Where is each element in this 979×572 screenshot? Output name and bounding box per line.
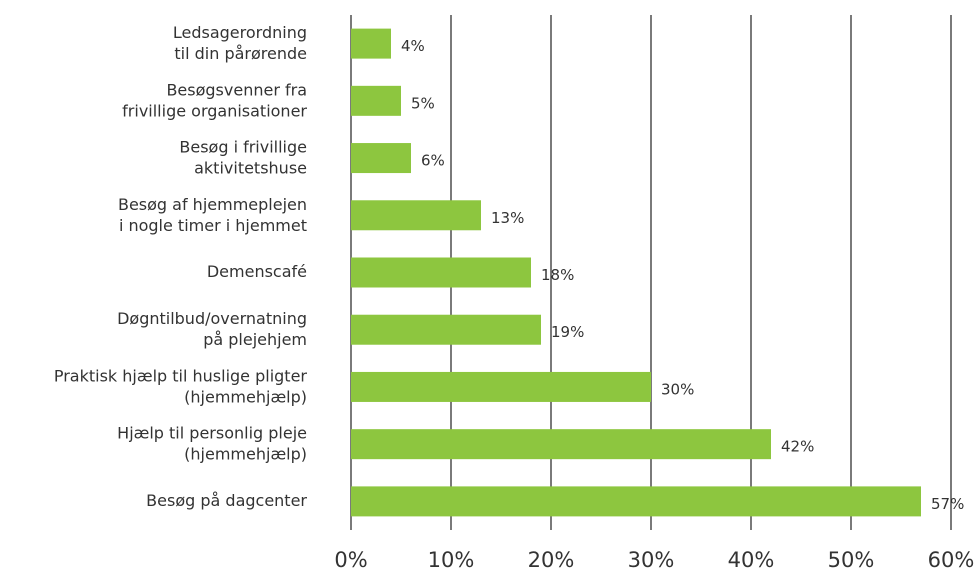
bar (351, 143, 411, 174)
category-label: Besøg på dagcenter (146, 491, 307, 510)
bar (351, 371, 651, 402)
bar (351, 486, 921, 517)
category-label: Praktisk hjælp til huslige pligter (hjemm… (54, 366, 308, 406)
value-label: 30% (661, 380, 694, 398)
value-label: 6% (421, 152, 445, 170)
x-tick-label: 50% (828, 548, 875, 572)
x-tick-label: 30% (628, 548, 675, 572)
category-label: Døgntilbud/overnatning på plejehjem (117, 309, 307, 349)
bar (351, 314, 541, 345)
bar (351, 200, 481, 231)
x-tick-label: 0% (334, 548, 367, 572)
category-label: Besøg i frivillige aktivitetshuse (179, 137, 307, 177)
value-label: 42% (781, 438, 814, 456)
value-label: 57% (931, 495, 964, 513)
value-label: 5% (411, 94, 435, 112)
x-tick-label: 60% (928, 548, 975, 572)
x-tick-label: 10% (428, 548, 475, 572)
category-label: Besøgsvenner fra frivillige organisatione… (122, 80, 307, 120)
category-label: Ledsagerordning til din pårørende (173, 23, 307, 63)
value-label: 13% (491, 209, 524, 227)
x-tick-label: 40% (728, 548, 775, 572)
bar (351, 429, 771, 460)
category-label: Demenscafé (207, 262, 307, 281)
value-label: 4% (401, 37, 425, 55)
value-label: 18% (541, 266, 574, 284)
category-label: Hjælp til personlig pleje (hjemmehjælp) (117, 423, 307, 463)
x-tick-label: 20% (528, 548, 575, 572)
bar (351, 85, 401, 116)
value-label: 19% (551, 323, 584, 341)
bar (351, 257, 531, 288)
bar (351, 28, 391, 59)
category-label: Besøg af hjemmeplejen i nogle timer i hje… (118, 194, 307, 234)
